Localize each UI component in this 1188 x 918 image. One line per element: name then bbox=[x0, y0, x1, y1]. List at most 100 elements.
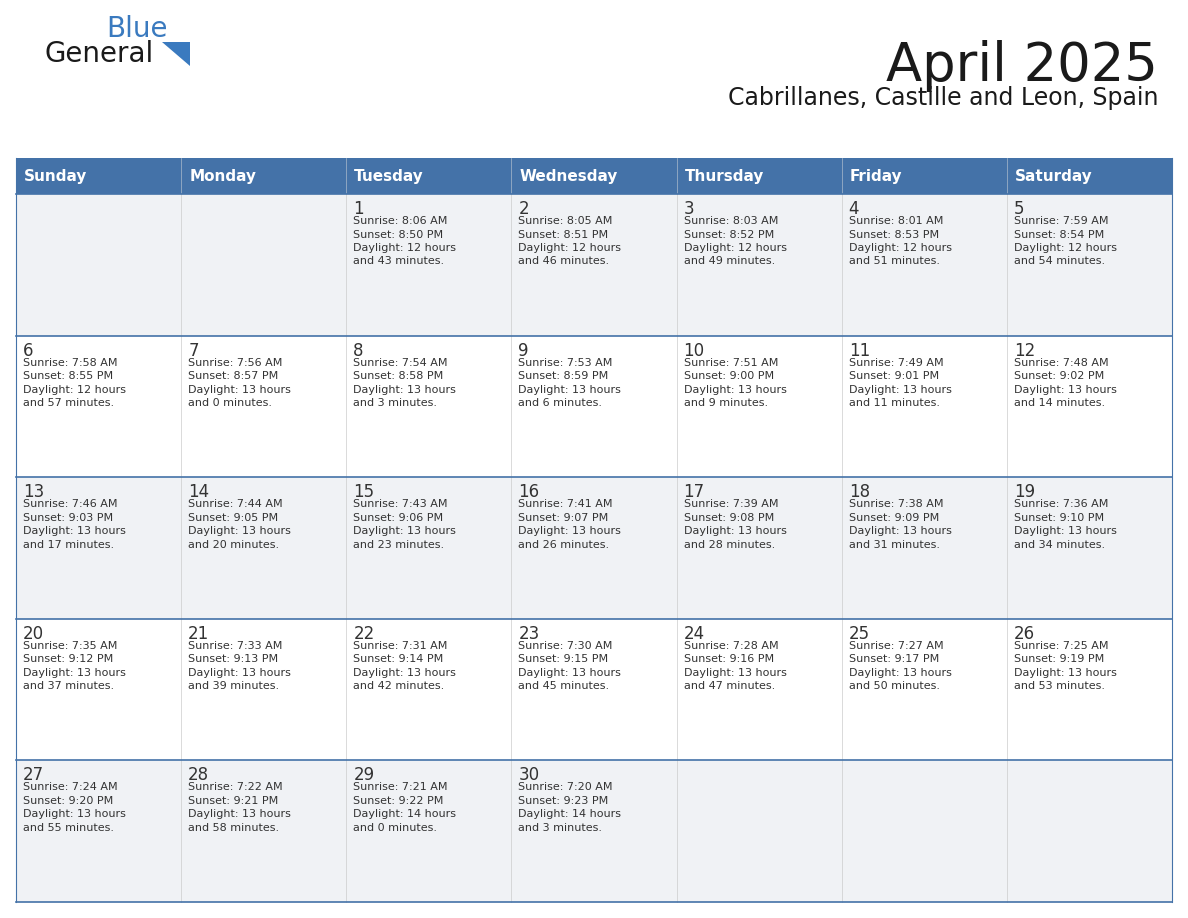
Text: and 46 minutes.: and 46 minutes. bbox=[518, 256, 609, 266]
Text: Daylight: 13 hours: Daylight: 13 hours bbox=[188, 810, 291, 820]
Text: Daylight: 13 hours: Daylight: 13 hours bbox=[1013, 385, 1117, 395]
Text: Sunrise: 7:58 AM: Sunrise: 7:58 AM bbox=[23, 358, 118, 367]
Text: Sunset: 9:05 PM: Sunset: 9:05 PM bbox=[188, 512, 278, 522]
Text: Daylight: 12 hours: Daylight: 12 hours bbox=[1013, 243, 1117, 253]
Text: Sunset: 9:15 PM: Sunset: 9:15 PM bbox=[518, 655, 608, 665]
Text: Sunset: 8:55 PM: Sunset: 8:55 PM bbox=[23, 371, 113, 381]
Text: Sunset: 9:07 PM: Sunset: 9:07 PM bbox=[518, 512, 608, 522]
Text: and 9 minutes.: and 9 minutes. bbox=[683, 398, 767, 409]
Text: Sunrise: 7:22 AM: Sunrise: 7:22 AM bbox=[188, 782, 283, 792]
Text: Daylight: 12 hours: Daylight: 12 hours bbox=[23, 385, 126, 395]
Text: and 50 minutes.: and 50 minutes. bbox=[848, 681, 940, 691]
Text: Daylight: 13 hours: Daylight: 13 hours bbox=[848, 385, 952, 395]
Text: 13: 13 bbox=[23, 483, 44, 501]
Text: Saturday: Saturday bbox=[1015, 169, 1093, 184]
Text: 29: 29 bbox=[353, 767, 374, 784]
Text: Sunrise: 7:39 AM: Sunrise: 7:39 AM bbox=[683, 499, 778, 509]
Text: 19: 19 bbox=[1013, 483, 1035, 501]
Text: and 43 minutes.: and 43 minutes. bbox=[353, 256, 444, 266]
Text: 11: 11 bbox=[848, 341, 870, 360]
Text: Blue: Blue bbox=[106, 15, 168, 43]
Text: and 31 minutes.: and 31 minutes. bbox=[848, 540, 940, 550]
Text: and 54 minutes.: and 54 minutes. bbox=[1013, 256, 1105, 266]
Text: and 3 minutes.: and 3 minutes. bbox=[518, 823, 602, 833]
Text: Sunset: 9:21 PM: Sunset: 9:21 PM bbox=[188, 796, 278, 806]
Text: Thursday: Thursday bbox=[684, 169, 764, 184]
Text: 4: 4 bbox=[848, 200, 859, 218]
Text: and 23 minutes.: and 23 minutes. bbox=[353, 540, 444, 550]
Text: Sunrise: 7:59 AM: Sunrise: 7:59 AM bbox=[1013, 216, 1108, 226]
Text: and 34 minutes.: and 34 minutes. bbox=[1013, 540, 1105, 550]
Text: 6: 6 bbox=[23, 341, 33, 360]
Text: Daylight: 13 hours: Daylight: 13 hours bbox=[353, 385, 456, 395]
Text: Sunrise: 7:54 AM: Sunrise: 7:54 AM bbox=[353, 358, 448, 367]
Text: Tuesday: Tuesday bbox=[354, 169, 424, 184]
Text: Daylight: 12 hours: Daylight: 12 hours bbox=[518, 243, 621, 253]
Text: Daylight: 13 hours: Daylight: 13 hours bbox=[518, 385, 621, 395]
Text: Sunset: 9:19 PM: Sunset: 9:19 PM bbox=[1013, 655, 1104, 665]
Text: Sunrise: 7:31 AM: Sunrise: 7:31 AM bbox=[353, 641, 448, 651]
Text: Sunrise: 7:24 AM: Sunrise: 7:24 AM bbox=[23, 782, 118, 792]
Text: Sunrise: 7:21 AM: Sunrise: 7:21 AM bbox=[353, 782, 448, 792]
Bar bbox=[181, 158, 346, 194]
Text: Sunrise: 8:05 AM: Sunrise: 8:05 AM bbox=[518, 216, 613, 226]
Text: Sunrise: 7:56 AM: Sunrise: 7:56 AM bbox=[188, 358, 283, 367]
Text: Sunset: 9:06 PM: Sunset: 9:06 PM bbox=[353, 512, 443, 522]
Text: Sunrise: 7:44 AM: Sunrise: 7:44 AM bbox=[188, 499, 283, 509]
Bar bbox=[1007, 158, 1173, 194]
Text: Sunrise: 7:20 AM: Sunrise: 7:20 AM bbox=[518, 782, 613, 792]
Text: Sunset: 8:50 PM: Sunset: 8:50 PM bbox=[353, 230, 443, 240]
Text: Monday: Monday bbox=[189, 169, 257, 184]
Text: and 37 minutes.: and 37 minutes. bbox=[23, 681, 114, 691]
Text: 10: 10 bbox=[683, 341, 704, 360]
Text: Sunrise: 7:48 AM: Sunrise: 7:48 AM bbox=[1013, 358, 1108, 367]
Bar bbox=[15, 619, 1173, 760]
Text: Sunrise: 7:25 AM: Sunrise: 7:25 AM bbox=[1013, 641, 1108, 651]
Text: 9: 9 bbox=[518, 341, 529, 360]
Text: Daylight: 13 hours: Daylight: 13 hours bbox=[848, 667, 952, 677]
Text: and 49 minutes.: and 49 minutes. bbox=[683, 256, 775, 266]
Text: Sunset: 9:10 PM: Sunset: 9:10 PM bbox=[1013, 512, 1104, 522]
Text: Sunrise: 8:03 AM: Sunrise: 8:03 AM bbox=[683, 216, 778, 226]
Text: Sunrise: 7:53 AM: Sunrise: 7:53 AM bbox=[518, 358, 613, 367]
Bar bbox=[511, 158, 677, 194]
Text: Sunrise: 7:33 AM: Sunrise: 7:33 AM bbox=[188, 641, 283, 651]
Text: Wednesday: Wednesday bbox=[519, 169, 618, 184]
Text: Daylight: 13 hours: Daylight: 13 hours bbox=[188, 526, 291, 536]
Text: Sunrise: 7:51 AM: Sunrise: 7:51 AM bbox=[683, 358, 778, 367]
Text: Daylight: 13 hours: Daylight: 13 hours bbox=[188, 667, 291, 677]
Text: Daylight: 14 hours: Daylight: 14 hours bbox=[353, 810, 456, 820]
Text: Sunset: 8:53 PM: Sunset: 8:53 PM bbox=[848, 230, 939, 240]
Text: Daylight: 13 hours: Daylight: 13 hours bbox=[683, 385, 786, 395]
Text: Sunset: 9:23 PM: Sunset: 9:23 PM bbox=[518, 796, 608, 806]
Text: Sunset: 8:59 PM: Sunset: 8:59 PM bbox=[518, 371, 608, 381]
Polygon shape bbox=[162, 42, 190, 66]
Text: and 11 minutes.: and 11 minutes. bbox=[848, 398, 940, 409]
Text: Sunset: 8:51 PM: Sunset: 8:51 PM bbox=[518, 230, 608, 240]
Text: and 3 minutes.: and 3 minutes. bbox=[353, 398, 437, 409]
Text: 24: 24 bbox=[683, 625, 704, 643]
Text: Daylight: 13 hours: Daylight: 13 hours bbox=[1013, 667, 1117, 677]
Text: 30: 30 bbox=[518, 767, 539, 784]
Text: 22: 22 bbox=[353, 625, 374, 643]
Text: Daylight: 13 hours: Daylight: 13 hours bbox=[518, 526, 621, 536]
Bar bbox=[842, 158, 1007, 194]
Text: Daylight: 13 hours: Daylight: 13 hours bbox=[683, 667, 786, 677]
Text: Sunrise: 7:46 AM: Sunrise: 7:46 AM bbox=[23, 499, 118, 509]
Text: 16: 16 bbox=[518, 483, 539, 501]
Text: 8: 8 bbox=[353, 341, 364, 360]
Text: and 0 minutes.: and 0 minutes. bbox=[188, 398, 272, 409]
Text: 15: 15 bbox=[353, 483, 374, 501]
Text: Sunset: 9:13 PM: Sunset: 9:13 PM bbox=[188, 655, 278, 665]
Text: Daylight: 13 hours: Daylight: 13 hours bbox=[188, 385, 291, 395]
Text: Daylight: 14 hours: Daylight: 14 hours bbox=[518, 810, 621, 820]
Text: Sunrise: 7:38 AM: Sunrise: 7:38 AM bbox=[848, 499, 943, 509]
Bar bbox=[15, 336, 1173, 477]
Text: 3: 3 bbox=[683, 200, 694, 218]
Text: 21: 21 bbox=[188, 625, 209, 643]
Text: 23: 23 bbox=[518, 625, 539, 643]
Text: Daylight: 13 hours: Daylight: 13 hours bbox=[23, 667, 126, 677]
Text: Sunrise: 7:27 AM: Sunrise: 7:27 AM bbox=[848, 641, 943, 651]
Text: 14: 14 bbox=[188, 483, 209, 501]
Text: Daylight: 13 hours: Daylight: 13 hours bbox=[23, 526, 126, 536]
